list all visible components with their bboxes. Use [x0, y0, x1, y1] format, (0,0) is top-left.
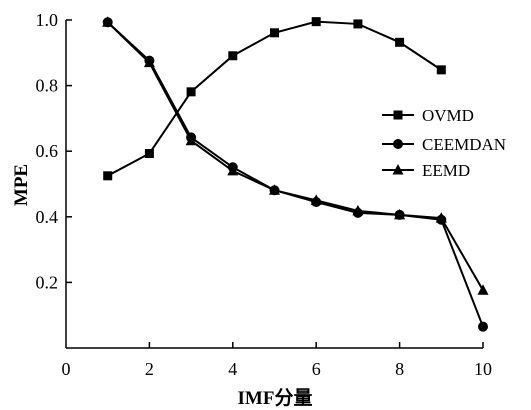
legend-item-ceemdan: CEEMDAN: [382, 135, 506, 154]
x-tick-label: 0: [62, 359, 71, 379]
y-tick-label: 1.0: [36, 10, 59, 30]
data-point-ovmd: [103, 171, 113, 181]
data-point-ceemdan: [478, 321, 488, 332]
data-point-eemd: [269, 184, 280, 195]
legend-item-eemd: EEMD: [382, 161, 470, 180]
legend-item-ovmd: OVMD: [382, 106, 474, 125]
series-line-eemd: [107, 21, 484, 291]
data-point-ovmd: [353, 19, 363, 29]
x-tick-label: 6: [312, 359, 321, 379]
x-tick-label: 10: [474, 359, 492, 379]
legend-label-ovmd: OVMD: [422, 106, 474, 125]
x-tick-label: 4: [228, 359, 237, 379]
x-tick-label: 2: [145, 359, 154, 379]
legend-marker-ceemdan: [393, 139, 403, 149]
x-tick-label: 8: [395, 359, 404, 379]
legend-marker-ovmd: [393, 110, 403, 120]
data-point-eemd: [394, 208, 406, 220]
axes: 0 2 4 6 8 10 0.2 0.4 0.6 0.8 1.0: [36, 10, 493, 379]
legend-label-eemd: EEMD: [422, 161, 470, 180]
data-point-ovmd: [228, 51, 238, 61]
data-point-eemd: [227, 164, 239, 176]
data-point-eemd: [352, 204, 364, 216]
data-point-eemd: [102, 16, 114, 27]
x-axis-label: IMF分量: [238, 387, 313, 409]
data-point-ovmd: [436, 65, 446, 75]
series-line-ovmd: [107, 20, 442, 177]
legend: OVMD CEEMDAN EEMD: [382, 106, 506, 180]
data-point-eemd: [143, 56, 155, 68]
series-eemd: [102, 16, 489, 295]
y-tick-label: 0.8: [36, 76, 59, 96]
data-point-eemd: [310, 194, 322, 205]
series-ovmd: [103, 17, 446, 181]
data-point-ovmd: [144, 148, 154, 158]
y-tick-label: 0.4: [36, 207, 59, 227]
data-point-ovmd: [395, 37, 405, 47]
data-point-ovmd: [311, 17, 321, 27]
y-axis-label: MPE: [11, 164, 32, 206]
data-point-ovmd: [270, 28, 279, 38]
data-point-eemd: [435, 212, 447, 223]
data-point-eemd: [477, 284, 489, 295]
y-tick-label: 0.2: [36, 272, 59, 292]
series-layer: [102, 16, 489, 332]
y-tick-label: 0.6: [36, 141, 59, 161]
data-point-eemd: [185, 134, 197, 146]
data-point-ovmd: [186, 87, 196, 97]
legend-label-ceemdan: CEEMDAN: [422, 135, 506, 154]
legend-marker-eemd: [392, 164, 404, 175]
